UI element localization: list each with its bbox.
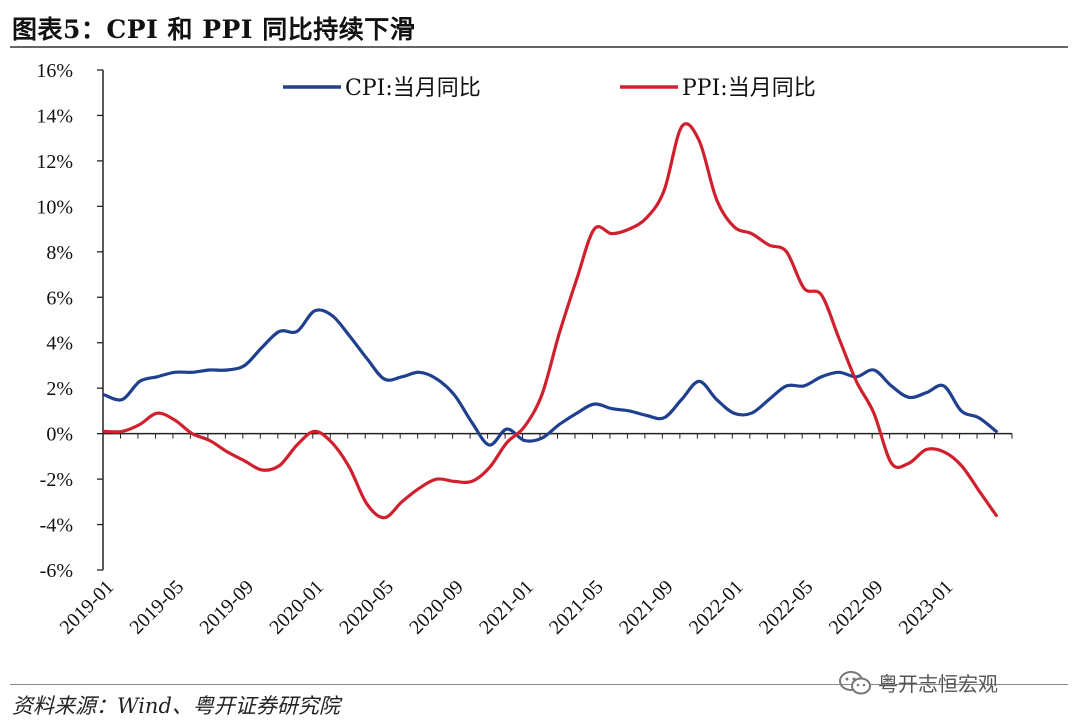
legend-label: PPI:当月同比 (682, 76, 816, 101)
line-chart: -6%-4%-2%0%2%4%6%8%10%12%14%16% 2019-01 2… (36, 60, 1013, 639)
y-tick-label: 16% (36, 60, 73, 82)
cpi-line (103, 308, 998, 447)
x-axis-ticks: 2019-01 2019-05 2019-09 2020-01 2020-05 2020-… (56, 433, 1013, 639)
watermark: 粤开志恒宏观 (838, 668, 998, 697)
x-tick-label: 2020-01 (265, 576, 328, 639)
axes (102, 70, 1012, 570)
legend-label: CPI:当月同比 (345, 76, 481, 101)
wechat-icon (839, 670, 871, 694)
x-tick-label: 2020-05 (335, 576, 398, 639)
y-tick-label: 8% (46, 242, 73, 264)
y-tick-label: 12% (36, 151, 73, 173)
y-tick-label: 2% (46, 378, 73, 400)
x-tick-label: 2023-01 (895, 576, 958, 639)
x-tick-label: 2019-09 (195, 576, 258, 639)
x-tick-label: 2019-05 (126, 576, 189, 639)
source-note: 资料来源：Wind、粤开证券研究院 (12, 694, 340, 718)
x-tick-label: 2021-09 (615, 576, 678, 639)
chart-title: 图表5：CPI 和 PPI 同比持续下滑 (12, 15, 416, 44)
x-tick-label: 2019-01 (56, 576, 119, 639)
legend: CPI:当月同比 PPI:当月同比 (283, 76, 816, 101)
x-tick-label: 2022-01 (685, 576, 748, 639)
y-tick-label: 0% (46, 424, 73, 446)
y-tick-label: 6% (46, 287, 73, 309)
series-lines (103, 122, 998, 520)
y-tick-label: -2% (40, 469, 73, 491)
x-tick-label: 2021-01 (475, 576, 538, 639)
y-tick-label: -6% (40, 560, 73, 582)
x-tick-label: 2022-05 (755, 576, 818, 639)
x-tick-label: 2020-09 (405, 576, 468, 639)
y-tick-label: -4% (40, 515, 73, 537)
x-tick-label: 2022-09 (825, 576, 888, 639)
y-tick-label: 4% (46, 333, 73, 355)
title-rule (10, 46, 1068, 48)
ppi-line (103, 122, 998, 520)
y-axis-ticks: -6% -4% -2% 0% 2% 4% 6% 8% 10% 12% 14% 16% (36, 60, 103, 582)
footer-rule (10, 684, 1068, 685)
x-tick-label: 2021-05 (545, 576, 608, 639)
watermark-text: 粤开志恒宏观 (878, 672, 998, 696)
y-tick-label: 14% (36, 105, 73, 127)
y-tick-label: 10% (36, 196, 73, 218)
